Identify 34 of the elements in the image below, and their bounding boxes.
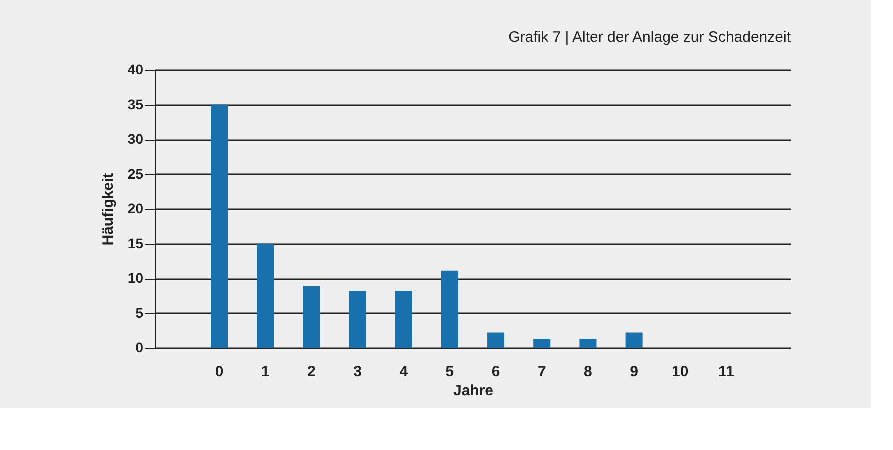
y-tick-label: 5: [136, 304, 144, 321]
y-tick-label: 35: [128, 96, 144, 112]
x-tick-label: 10: [672, 364, 689, 380]
y-tick-label: 25: [128, 166, 144, 182]
y-tick-label: 40: [128, 62, 144, 78]
x-tick-label: 0: [215, 364, 224, 380]
bar: [441, 270, 458, 348]
x-tick-label: 2: [308, 364, 316, 380]
bar: [349, 291, 366, 348]
bar: [626, 332, 643, 348]
x-tick-label: 4: [400, 364, 409, 380]
x-tick-label: 6: [492, 364, 500, 380]
x-tick-label: 8: [584, 364, 592, 380]
y-tick-label: 30: [128, 131, 144, 147]
x-tick-label: 9: [630, 364, 638, 380]
bar: [257, 244, 274, 348]
bar: [395, 291, 412, 348]
bar: [211, 104, 228, 348]
bar: [534, 338, 551, 348]
x-tick-label: 5: [446, 364, 454, 380]
x-tick-label: 3: [354, 364, 362, 380]
x-tick-label: 11: [718, 364, 734, 380]
bar: [580, 338, 597, 348]
y-tick-label: 0: [136, 340, 144, 356]
chart-title: Grafik 7 | Alter der Anlage zur Schadenzeit: [508, 29, 792, 46]
x-tick-label: 1: [261, 364, 270, 380]
y-tick-label: 15: [128, 235, 144, 252]
y-tick-label: 10: [128, 270, 144, 286]
bar: [488, 332, 505, 348]
bar: [303, 286, 320, 348]
y-axis-title: Häufigkeit: [100, 173, 117, 246]
x-tick-label: 7: [538, 364, 546, 380]
y-tick-label: 20: [128, 200, 144, 216]
x-axis-title: Jahre: [453, 382, 494, 400]
